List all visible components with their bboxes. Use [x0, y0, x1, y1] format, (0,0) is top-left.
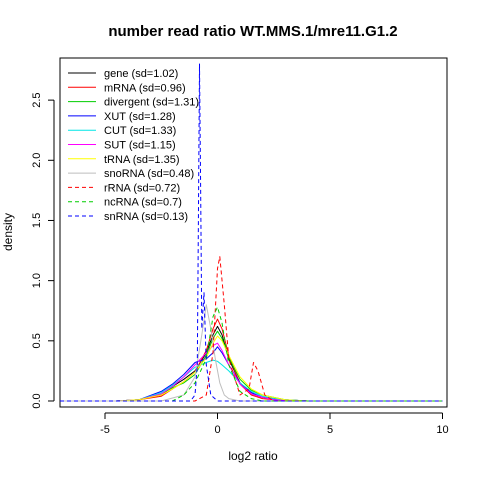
- legend-entry: gene (sd=1.02): [104, 68, 178, 80]
- y-tick-label: 2.0: [31, 153, 43, 168]
- series-line: [60, 335, 443, 402]
- series-line: [60, 359, 443, 402]
- x-axis-label: log2 ratio: [228, 449, 278, 463]
- y-axis-label: density: [1, 213, 15, 251]
- legend-entry: ncRNA (sd=0.7): [104, 197, 182, 209]
- plot-area: [59, 57, 448, 408]
- x-tick-label: 5: [327, 424, 333, 436]
- series-line: [60, 342, 443, 402]
- x-tick-label: 0: [214, 424, 220, 436]
- legend-entry: SUT (sd=1.15): [104, 140, 176, 152]
- legend-entry: snRNA (sd=0.13): [104, 211, 188, 223]
- y-tick-label: 0.5: [31, 333, 43, 348]
- x-tick-label: 10: [436, 424, 448, 436]
- series-line: [60, 256, 443, 402]
- x-tick-label: -5: [100, 424, 110, 436]
- series-line: [60, 63, 443, 402]
- legend-entry: mRNA (sd=0.96): [104, 82, 186, 94]
- series-lines: [60, 63, 443, 402]
- legend-entry: snoRNA (sd=0.48): [104, 168, 194, 180]
- legend-entry: CUT (sd=1.33): [104, 125, 176, 137]
- series-line: [60, 306, 443, 402]
- x-axis: -5 0 5 10: [100, 412, 449, 436]
- legend: gene (sd=1.02) mRNA (sd=0.96) divergent (s…: [68, 68, 199, 223]
- legend-entry: rRNA (sd=0.72): [104, 182, 180, 194]
- legend-entry: divergent (sd=1.31): [104, 97, 199, 109]
- y-tick-label: 1.5: [31, 213, 43, 228]
- y-tick-label: 1.0: [31, 273, 43, 288]
- legend-entry: XUT (sd=1.28): [104, 111, 176, 123]
- y-tick-label: 0.0: [31, 393, 43, 408]
- chart-title: number read ratio WT.MMS.1/mre11.G1.2: [108, 23, 397, 40]
- y-tick-label: 2.5: [31, 92, 43, 107]
- legend-entry: tRNA (sd=1.35): [104, 154, 180, 166]
- y-axis: 0.0 0.5 1.0 1.5 2.0 2.5: [31, 92, 55, 409]
